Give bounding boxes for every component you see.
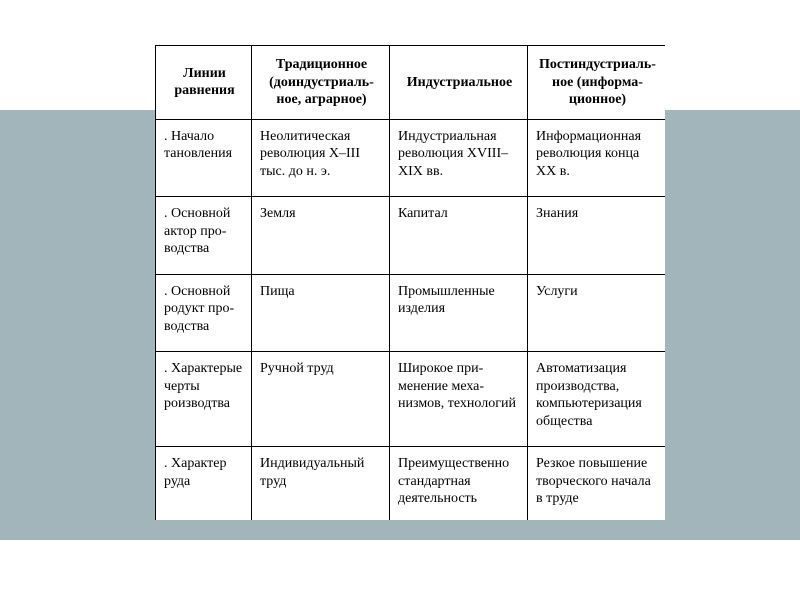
header-cell: Традиционное (доиндустриаль­ное, аграрно… [252,46,390,120]
row-label: . Основной родукт про­водства [156,274,252,352]
cell: Ручной труд [252,352,390,447]
cell: Пища [252,274,390,352]
cell: Индивидуаль­ный труд [252,447,390,521]
row-label: . Начало тановления [156,119,252,197]
row-label: . Характер руда [156,447,252,521]
header-cell: Индустриаль­ное [390,46,528,120]
row-label: . Характер­ые черты роизвод­тва [156,352,252,447]
header-cell: Линии равнения [156,46,252,120]
cell: Преимуществен­но стандартная деятельност… [390,447,528,521]
cell: Индустриаль­ная революция XVIII–XIX вв. [390,119,528,197]
bottom-margin [0,540,800,600]
slide: Линии равнения Традиционное (доиндустриа… [0,0,800,600]
header-cell: Постиндустриаль­ное (информа­ционное) [528,46,666,120]
cell: Широкое при­менение меха­низмов, техно­л… [390,352,528,447]
row-label: . Основной актор про­водства [156,197,252,275]
table-header-row: Линии равнения Традиционное (доиндустриа… [156,46,666,120]
cell: Информационная революция конца XX в. [528,119,666,197]
cell: Знания [528,197,666,275]
table-container: Линии равнения Традиционное (доиндустриа… [155,45,665,520]
table-row: . Начало тановления Неолитическая револю… [156,119,666,197]
cell: Резкое повыше­ние творческого начала в т… [528,447,666,521]
table-row: . Основной актор про­водства Земля Капит… [156,197,666,275]
cell: Земля [252,197,390,275]
cell: Капитал [390,197,528,275]
cell: Неолитическая революция X–III тыс. до н.… [252,119,390,197]
table-row: . Характер руда Индивидуаль­ный труд Пре… [156,447,666,521]
table-row: . Основной родукт про­водства Пища Промы… [156,274,666,352]
table-row: . Характер­ые черты роизвод­тва Ручной т… [156,352,666,447]
cell: Автоматизация производства, компьютериза… [528,352,666,447]
cell: Промышлен­ные изделия [390,274,528,352]
comparison-table: Линии равнения Традиционное (доиндустриа… [155,45,665,520]
cell: Услуги [528,274,666,352]
